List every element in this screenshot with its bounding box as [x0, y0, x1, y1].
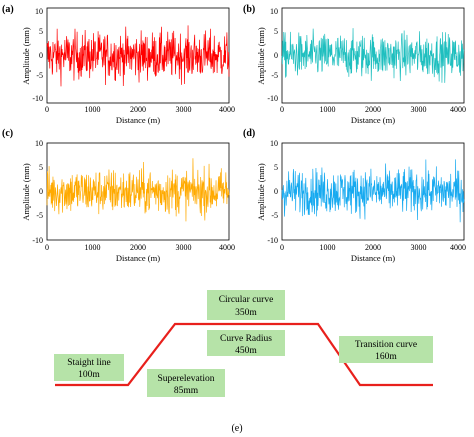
panel-b-xtick: 1000: [320, 105, 336, 114]
panel-c-yticks: 10 5 0 -5 -10: [32, 139, 43, 245]
panel-b: (b) 10 5 0 -5 -10 0 1000 2000 3000 4000 …: [243, 4, 466, 125]
panel-d-ylabel: Amplitude (mm): [256, 163, 266, 221]
box-superelevation-line1: Superelevation: [158, 374, 215, 384]
box-circular-curve: Circular curve 350m: [207, 290, 285, 320]
panel-a-label: (a): [2, 4, 14, 15]
panel-d-xtick: 1000: [320, 243, 336, 252]
panel-b-xtick: 0: [280, 105, 284, 114]
panel-c-series: [46, 158, 230, 222]
panel-a-ytick: 5: [39, 27, 43, 36]
panel-c-label: (c): [2, 128, 13, 139]
series-line-c: [46, 158, 230, 222]
panel-b-ytick: -10: [267, 94, 278, 103]
panel-b-ytick: -5: [271, 71, 278, 80]
panel-b-series: [281, 28, 465, 83]
panel-a-xtick: 0: [45, 105, 49, 114]
panel-a-xticks: 0 1000 2000 3000 4000: [45, 105, 235, 114]
panel-d-label: (d): [243, 128, 255, 139]
panel-a-xtick: 3000: [176, 105, 192, 114]
panel-a-ytick: 0: [39, 51, 43, 60]
panel-c-ylabel: Amplitude (mm): [21, 163, 31, 221]
box-curve-radius-bg: [207, 330, 285, 356]
panel-d-ytick: 10: [270, 139, 278, 148]
panel-a-series: [46, 25, 230, 87]
series-line-a: [46, 25, 230, 87]
panel-c-xtick: 3000: [176, 243, 192, 252]
panel-b-ytick: 5: [274, 27, 278, 36]
panel-d-xlabel: Distance (m): [351, 253, 395, 263]
panel-a-ytick: 10: [35, 7, 43, 16]
panel-c-xticks: 0 1000 2000 3000 4000: [45, 243, 235, 252]
box-curve-radius-line2: 450m: [235, 346, 257, 356]
panel-d-xtick: 2000: [365, 243, 381, 252]
panel-a-xtick: 2000: [130, 105, 146, 114]
panel-d-ytick: -10: [267, 236, 278, 245]
panel-a-ytick: -10: [32, 94, 43, 103]
series-line-d: [281, 159, 465, 223]
alignment-diagram: Circular curve 350m Curve Radius 450m Tr…: [54, 290, 433, 434]
panel-b-xlabel: Distance (m): [351, 115, 395, 125]
panel-a-xtick: 1000: [85, 105, 101, 114]
panel-d-ytick: 0: [274, 187, 278, 196]
panel-a-xtick: 4000: [219, 105, 235, 114]
panel-a-ylabel: Amplitude (mm): [21, 27, 31, 85]
box-transition-curve-line1: Transition curve: [355, 340, 417, 350]
box-curve-radius-line1: Curve Radius: [220, 334, 272, 344]
box-straight-line: Staight line 100m: [54, 354, 124, 381]
panel-d-xtick: 3000: [411, 243, 427, 252]
panel-b-label: (b): [243, 4, 255, 15]
box-circular-curve-line2: 350m: [235, 308, 257, 318]
panel-b-xticks: 0 1000 2000 3000 4000: [280, 105, 466, 114]
panel-c: (c) 10 5 0 -5 -10 0 1000 2000 3000 4000 …: [2, 128, 235, 263]
panel-a-xlabel: Distance (m): [116, 115, 160, 125]
panel-b-yticks: 10 5 0 -5 -10: [267, 7, 278, 103]
panel-c-ytick: 10: [35, 139, 43, 148]
box-straight-line-line1: Staight line: [67, 358, 111, 368]
panel-d-ytick: 5: [274, 163, 278, 172]
box-circular-curve-line1: Circular curve: [219, 295, 274, 305]
panel-d-ytick: -5: [271, 211, 278, 220]
panel-c-ytick: 5: [39, 163, 43, 172]
box-transition-curve-bg: [339, 336, 433, 363]
panel-b-ylabel: Amplitude (mm): [256, 27, 266, 85]
box-straight-line-bg: [54, 354, 124, 381]
panel-a-ytick: -5: [36, 71, 43, 80]
panel-c-xtick: 4000: [219, 243, 235, 252]
panel-b-ytick: 0: [274, 51, 278, 60]
panel-b-xtick: 3000: [411, 105, 427, 114]
panel-b-xtick: 2000: [365, 105, 381, 114]
panel-a-yticks: 10 5 0 -5 -10: [32, 7, 43, 103]
box-superelevation-bg: [147, 369, 225, 397]
panel-d-series: [281, 159, 465, 223]
panel-c-ytick: -5: [36, 211, 43, 220]
panel-d-xtick: 0: [280, 243, 284, 252]
panel-a: (a) 10 5 0 -5 -10 0 1000 2000 3000 4000 …: [2, 4, 235, 125]
panel-c-xtick: 0: [45, 243, 49, 252]
panel-d-xticks: 0 1000 2000 3000 4000: [280, 243, 466, 252]
box-curve-radius: Curve Radius 450m: [207, 330, 285, 356]
box-superelevation: Superelevation 85mm: [147, 369, 225, 397]
panel-c-xlabel: Distance (m): [116, 253, 160, 263]
box-straight-line-line2: 100m: [78, 370, 100, 380]
panel-c-xtick: 2000: [130, 243, 146, 252]
panel-d-xtick: 4000: [450, 243, 466, 252]
box-transition-curve: Transition curve 160m: [339, 336, 433, 363]
panel-b-xtick: 4000: [450, 105, 466, 114]
box-superelevation-line2: 85mm: [174, 386, 199, 396]
panel-c-xtick: 1000: [85, 243, 101, 252]
diagram-label: (e): [231, 423, 242, 434]
panel-c-ytick: -10: [32, 236, 43, 245]
panel-c-ytick: 0: [39, 187, 43, 196]
series-line-b: [281, 28, 465, 83]
panel-b-ytick: 10: [270, 7, 278, 16]
panel-d-yticks: 10 5 0 -5 -10: [267, 139, 278, 245]
alignment-profile-line: [55, 322, 433, 387]
panel-d: (d) 10 5 0 -5 -10 0 1000 2000 3000 4000 …: [243, 128, 466, 263]
box-circular-curve-bg: [207, 290, 285, 320]
box-transition-curve-line2: 160m: [375, 352, 397, 362]
